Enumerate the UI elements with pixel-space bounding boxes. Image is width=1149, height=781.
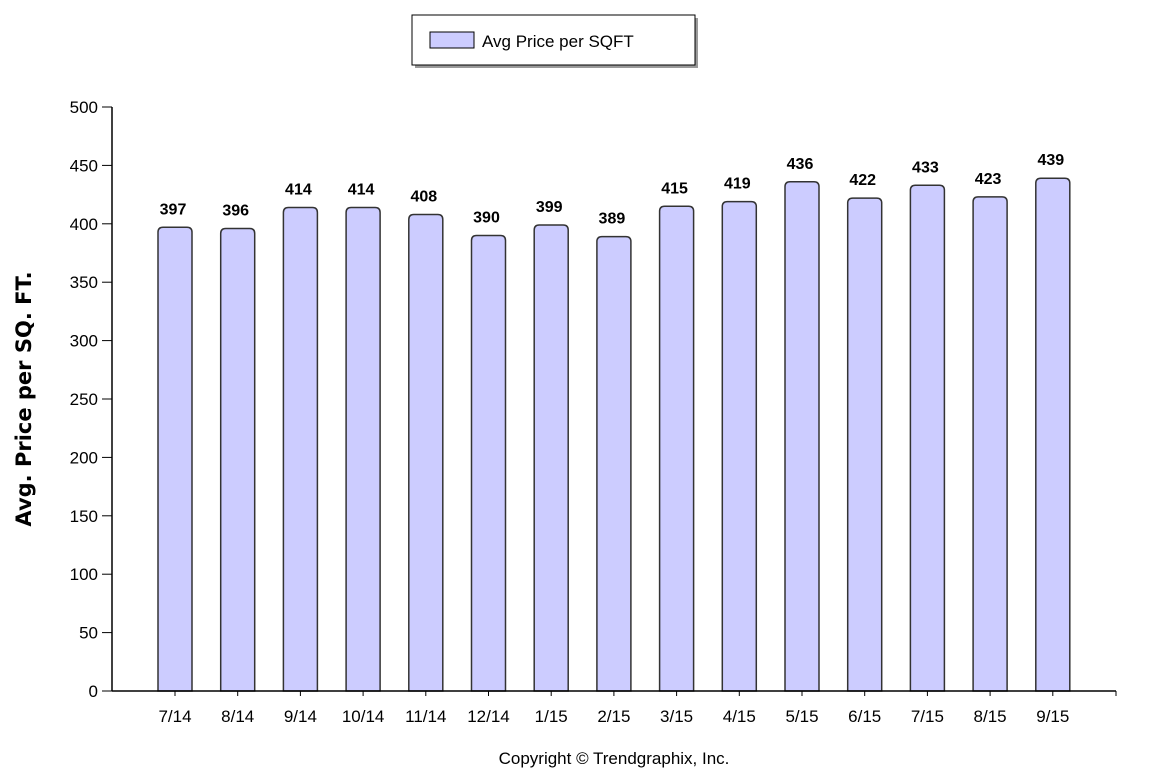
y-tick-label: 200 (70, 448, 98, 467)
bar-8/15 (972, 196, 1008, 692)
data-label-9/15: 439 (1037, 152, 1064, 169)
x-ticks-group: 7/14 8/14 9/14 10/14 11/14 12/14 1/15 2/15 3/15 4… (158, 691, 1117, 726)
y-tick-label: 250 (70, 390, 98, 409)
bar-12/14 (470, 234, 507, 692)
data-label-6/15: 422 (849, 172, 876, 189)
x-tick-label: 5/15 (785, 707, 818, 726)
bars-group (157, 177, 1071, 692)
bar-3/15 (658, 205, 695, 692)
legend-label: Avg Price per SQFT (482, 32, 634, 51)
data-label-9/14: 414 (285, 181, 312, 198)
bar-2/15 (596, 235, 632, 692)
x-tick-label: 9/15 (1036, 707, 1069, 726)
legend-swatch (429, 31, 475, 49)
bar-9/15 (1035, 177, 1071, 692)
bar-7/15 (909, 184, 946, 692)
copyright-text: Copyright © Trendgraphix, Inc. (499, 749, 730, 768)
x-tick-label: 7/14 (158, 707, 191, 726)
y-tick-label: 50 (79, 624, 98, 643)
y-tick-label: 100 (70, 565, 98, 584)
legend: Avg Price per SQFT (411, 14, 698, 68)
x-tick-label: 9/14 (284, 707, 317, 726)
value-labels-group: 397 396 414 414 408 390 399 389 415 419 436 422 433 4… (160, 152, 1065, 227)
x-tick-label: 4/15 (723, 707, 756, 726)
y-tick-label: 400 (70, 215, 98, 234)
data-label-11/14: 408 (410, 188, 437, 205)
bar-7/14 (157, 226, 193, 692)
x-tick-label: 8/14 (221, 707, 254, 726)
x-tick-label: 3/15 (660, 707, 693, 726)
data-label-12/14: 390 (473, 209, 500, 226)
bar-10/14 (345, 206, 381, 692)
data-label-2/15: 389 (599, 211, 626, 228)
data-label-5/15: 436 (787, 156, 814, 173)
data-label-8/14: 396 (222, 202, 249, 219)
bar-11/14 (408, 213, 444, 692)
x-tick-label: 2/15 (597, 707, 630, 726)
x-tick-label: 1/15 (535, 707, 568, 726)
data-label-8/15: 423 (975, 171, 1002, 188)
bar-9/14 (282, 206, 319, 692)
x-tick-label: 7/15 (911, 707, 944, 726)
x-tick-label: 8/15 (974, 707, 1007, 726)
y-tick-label: 350 (70, 273, 98, 292)
x-tick-label: 12/14 (467, 707, 510, 726)
y-tick-label: 300 (70, 332, 98, 351)
bar-5/15 (784, 181, 820, 692)
y-axis-label: Avg. Price per SQ. FT. (12, 271, 36, 526)
data-label-7/15: 433 (912, 159, 939, 176)
data-label-4/15: 419 (724, 176, 751, 193)
y-tick-label: 150 (70, 507, 98, 526)
data-label-1/15: 399 (536, 199, 563, 216)
bar-6/15 (846, 197, 883, 692)
x-tick-label: 6/15 (848, 707, 881, 726)
x-tick-label: 10/14 (342, 707, 385, 726)
y-ticks-group: 0 50 100 150 200 250 300 350 400 450 500 (70, 98, 112, 701)
y-tick-label: 0 (89, 682, 98, 701)
bar-8/14 (219, 227, 256, 692)
y-tick-label: 450 (70, 156, 98, 175)
bar-4/15 (721, 200, 758, 692)
data-label-10/14: 414 (348, 181, 375, 198)
data-label-3/15: 415 (661, 180, 688, 197)
data-label-7/14: 397 (160, 201, 187, 218)
y-tick-label: 500 (70, 98, 98, 117)
bar-1/15 (533, 224, 569, 692)
x-tick-label: 11/14 (405, 707, 446, 726)
